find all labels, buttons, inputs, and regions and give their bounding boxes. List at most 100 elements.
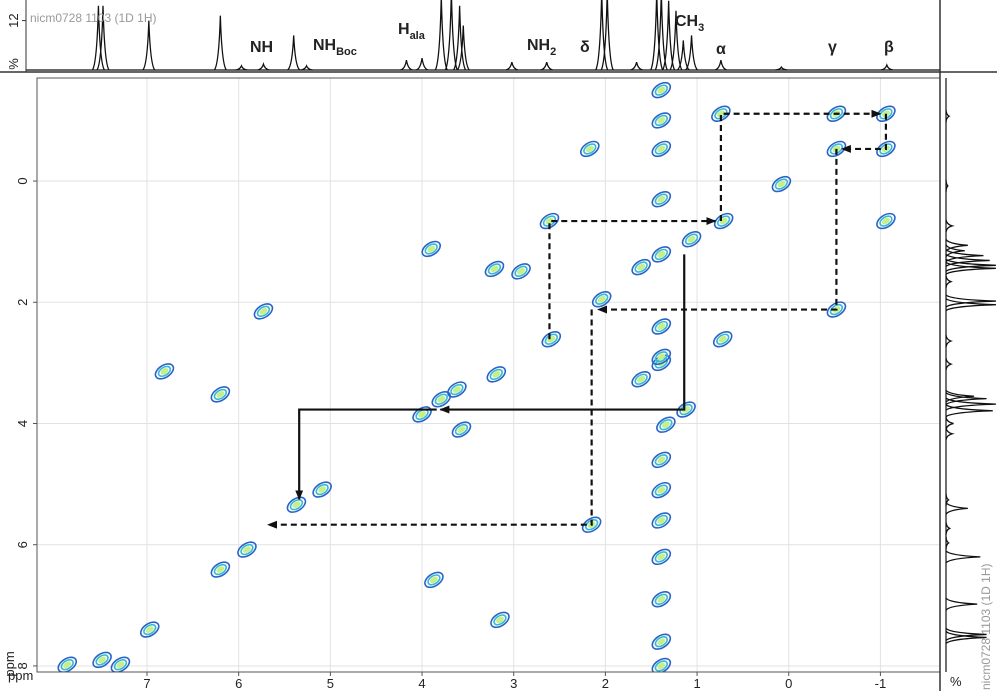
projection-peak — [669, 10, 683, 71]
x-tick-label: 6 — [235, 676, 242, 691]
contour-peak — [450, 383, 464, 396]
contour-peak — [711, 105, 731, 122]
x-tick-label: 2 — [602, 676, 609, 691]
contour-peak — [829, 303, 844, 316]
projection-peak — [287, 35, 301, 71]
projection-peak — [945, 334, 953, 348]
contour-peak — [687, 235, 696, 243]
projection-peak — [400, 60, 413, 71]
contour-peak — [584, 519, 599, 531]
contour-peak — [216, 391, 225, 398]
projection-peak — [213, 15, 227, 71]
contour-peak — [517, 268, 525, 275]
contour-peak — [651, 633, 672, 650]
contour-peak — [651, 140, 672, 158]
x-axis-label: ppm — [8, 668, 33, 683]
contour-peak — [719, 217, 728, 225]
y-tick-label: 4 — [15, 420, 30, 427]
contour-peak — [654, 551, 668, 563]
projection-peak — [945, 249, 984, 263]
contour-peak — [826, 140, 847, 158]
contour-peak — [63, 661, 72, 669]
projection-peak — [945, 357, 953, 371]
contour-peak — [654, 193, 668, 205]
peak-label-sub: Boc — [336, 46, 357, 58]
projection-peak — [945, 397, 996, 411]
x-tick-label: 3 — [510, 676, 517, 691]
contour-peak — [487, 263, 502, 275]
contour-peak — [92, 651, 112, 669]
projection-peak — [945, 389, 975, 403]
contour-peak — [651, 246, 672, 263]
contour-peak — [676, 401, 696, 418]
projection-peak — [600, 0, 614, 71]
projection-peak — [945, 427, 955, 440]
contour-peak — [651, 318, 672, 335]
contour-peak — [657, 251, 666, 258]
peak-label-text: CH — [675, 13, 698, 30]
contour-peak — [539, 212, 560, 230]
projection-peak — [630, 62, 643, 71]
contour-peak — [511, 263, 531, 280]
contour-peak — [434, 393, 448, 405]
contour-peak — [256, 305, 271, 318]
contour-peak — [427, 574, 441, 586]
contour-peak — [654, 636, 668, 648]
peak-label: NHBoc — [313, 37, 357, 58]
contour-peak — [651, 591, 672, 608]
contour-peak — [654, 84, 668, 96]
contour-peak — [879, 215, 893, 227]
contour-peak — [160, 368, 169, 375]
projection-peak — [650, 0, 664, 71]
contour-peak — [716, 333, 730, 345]
projection-peak — [945, 238, 968, 252]
contour-peak — [657, 86, 666, 94]
contour-peak — [457, 426, 466, 433]
contour-peak — [157, 365, 172, 378]
contour-peak — [597, 295, 606, 303]
contour-peak — [216, 566, 225, 573]
projection-peak — [676, 40, 690, 71]
contour-peak — [661, 421, 670, 429]
contour-peak — [415, 408, 429, 421]
contour-peak — [545, 217, 554, 225]
projection-peak — [456, 25, 470, 71]
contour-peak — [657, 595, 666, 603]
contour-peak — [631, 258, 651, 276]
peak-label: γ — [828, 39, 837, 56]
contour-peak — [829, 108, 844, 120]
contour-peak — [431, 391, 452, 408]
projection-peak — [945, 110, 951, 123]
projection-peak — [945, 219, 955, 233]
projection-peak — [685, 35, 699, 71]
projection-peak — [945, 253, 990, 267]
peak-label: CH3 — [675, 13, 704, 34]
projection-peak — [945, 392, 987, 406]
contour-peak — [684, 233, 699, 245]
contour-peak — [210, 386, 231, 403]
contour-peak — [826, 105, 847, 122]
projection-peak — [945, 261, 996, 275]
contour-peak — [213, 388, 228, 401]
contour-peak — [657, 517, 666, 524]
contour-peak — [490, 611, 510, 629]
x-tick-label: 1 — [693, 676, 700, 691]
projection-peak — [775, 65, 788, 71]
contour-peak — [113, 659, 128, 671]
contour-peak — [651, 112, 672, 129]
peak-label: Hala — [398, 21, 426, 42]
contour-peak — [286, 496, 307, 513]
contour-peak — [110, 656, 131, 672]
right-projection-label: nicm0728 1103 (1D 1H) — [979, 563, 993, 690]
projection-peak — [945, 294, 996, 308]
projection-peak — [434, 0, 448, 71]
contour-peak — [651, 348, 672, 366]
contour-peak — [654, 320, 668, 333]
projection-ylabel: % — [6, 58, 21, 70]
peak-label: NH2 — [527, 37, 556, 58]
projection-peak — [945, 630, 987, 644]
contour-peak — [430, 576, 438, 584]
contour-peak — [657, 638, 666, 646]
